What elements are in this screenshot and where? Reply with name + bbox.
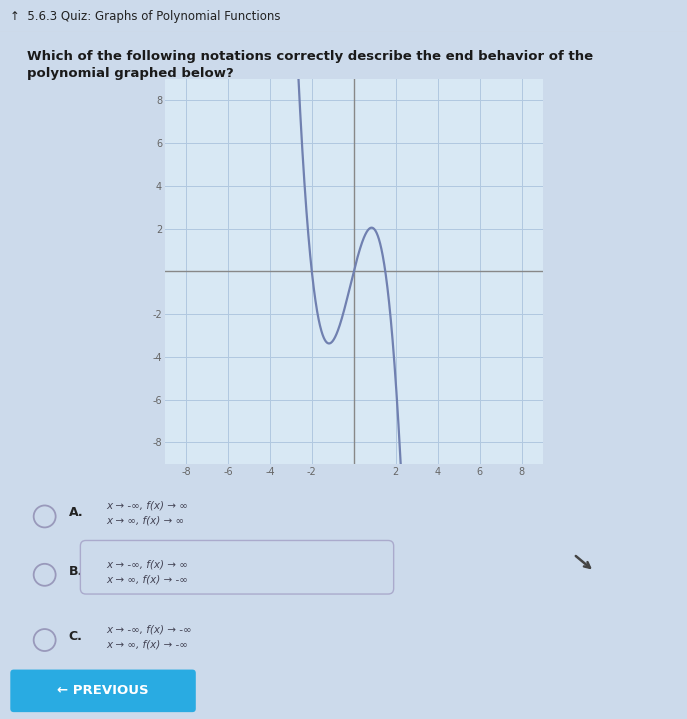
Text: Which of the following notations correctly describe the end behavior of the: Which of the following notations correct… xyxy=(27,50,594,63)
Text: ↑  5.6.3 Quiz: Graphs of Polynomial Functions: ↑ 5.6.3 Quiz: Graphs of Polynomial Funct… xyxy=(10,9,281,23)
Text: x → ∞, f(x) → ∞: x → ∞, f(x) → ∞ xyxy=(106,516,185,526)
Text: ← PREVIOUS: ← PREVIOUS xyxy=(57,684,149,697)
Text: x → -∞, f(x) → -∞: x → -∞, f(x) → -∞ xyxy=(106,624,192,634)
FancyBboxPatch shape xyxy=(10,669,196,712)
Text: polynomial graphed below?: polynomial graphed below? xyxy=(27,67,234,80)
Text: A.: A. xyxy=(69,506,83,519)
Text: C.: C. xyxy=(69,630,82,643)
Text: x → -∞, f(x) → ∞: x → -∞, f(x) → ∞ xyxy=(106,500,188,510)
Text: x → ∞, f(x) → -∞: x → ∞, f(x) → -∞ xyxy=(106,639,188,649)
Text: x → -∞, f(x) → ∞: x → -∞, f(x) → ∞ xyxy=(106,559,188,569)
Text: B.: B. xyxy=(69,564,83,577)
Text: x → ∞, f(x) → -∞: x → ∞, f(x) → -∞ xyxy=(106,574,188,584)
